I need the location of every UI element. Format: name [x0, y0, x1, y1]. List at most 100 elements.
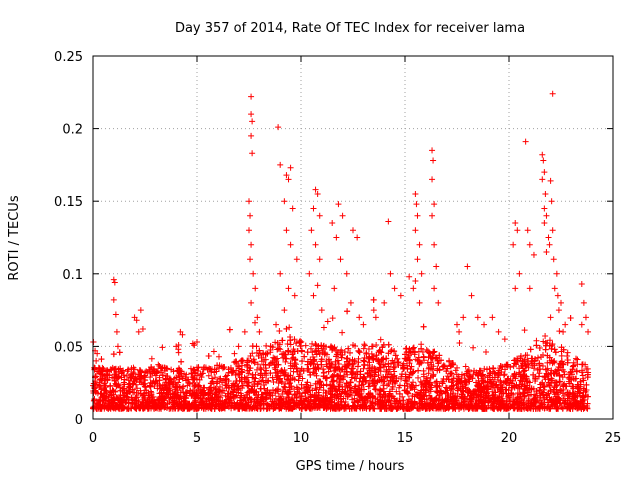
data-point — [338, 398, 345, 405]
data-point — [325, 368, 332, 375]
data-point — [565, 374, 572, 381]
data-point — [341, 369, 348, 376]
data-point — [95, 403, 102, 410]
data-point — [408, 370, 415, 377]
data-point — [415, 374, 422, 381]
data-point — [186, 380, 193, 387]
data-point — [320, 387, 327, 394]
data-point — [180, 383, 187, 390]
data-point — [398, 375, 405, 382]
data-point — [567, 315, 574, 322]
data-point — [369, 363, 376, 370]
data-point — [318, 342, 325, 349]
data-point — [106, 372, 113, 379]
data-point — [298, 400, 305, 407]
data-point — [156, 390, 163, 397]
data-point — [145, 405, 152, 412]
data-point — [453, 381, 460, 388]
data-point — [255, 353, 262, 360]
data-point — [556, 371, 563, 378]
data-point — [373, 352, 380, 359]
data-point — [376, 402, 383, 409]
data-point — [377, 405, 384, 412]
data-point — [406, 374, 413, 381]
data-point — [192, 391, 199, 398]
data-point — [222, 399, 229, 406]
data-point — [584, 400, 591, 407]
data-point — [90, 389, 97, 396]
data-point — [134, 385, 141, 392]
data-point — [221, 377, 228, 384]
data-point — [521, 382, 528, 389]
data-point — [399, 393, 406, 400]
data-point — [491, 374, 498, 381]
data-point — [245, 388, 252, 395]
data-point — [259, 393, 266, 400]
data-point — [559, 374, 566, 381]
data-point — [148, 355, 155, 362]
data-point — [576, 389, 583, 396]
data-point — [540, 338, 547, 345]
data-point — [296, 338, 303, 345]
data-point — [251, 359, 258, 366]
data-point — [258, 394, 265, 401]
data-point — [418, 345, 425, 352]
data-point — [347, 349, 354, 356]
data-point — [323, 405, 330, 412]
data-point — [351, 399, 358, 406]
data-point — [105, 402, 112, 409]
data-point — [546, 381, 553, 388]
data-point — [99, 368, 106, 375]
data-point — [261, 385, 268, 392]
data-point — [140, 394, 147, 401]
data-point — [405, 349, 412, 356]
data-point — [331, 345, 338, 352]
data-point — [580, 392, 587, 399]
data-point — [393, 375, 400, 382]
data-point — [169, 381, 176, 388]
data-point — [281, 372, 288, 379]
data-point — [369, 377, 376, 384]
data-point — [542, 346, 549, 353]
data-point — [475, 403, 482, 410]
data-point — [104, 376, 111, 383]
data-point — [201, 384, 208, 391]
data-point — [490, 394, 497, 401]
data-point — [388, 405, 395, 412]
data-point — [201, 364, 208, 371]
data-point — [309, 387, 316, 394]
data-point — [432, 401, 439, 408]
data-point — [449, 405, 456, 412]
data-point — [275, 373, 282, 380]
data-point — [167, 376, 174, 383]
data-point — [335, 361, 342, 368]
data-point — [553, 370, 560, 377]
data-point — [377, 336, 384, 343]
data-point — [532, 378, 539, 385]
data-point — [137, 375, 144, 382]
data-point — [170, 368, 177, 375]
data-point — [504, 404, 511, 411]
data-point — [156, 396, 163, 403]
data-points — [90, 90, 592, 412]
data-point — [312, 341, 319, 348]
data-point — [530, 405, 537, 412]
data-point — [268, 403, 275, 410]
data-point — [97, 397, 104, 404]
data-point — [533, 387, 540, 394]
data-point — [266, 362, 273, 369]
data-point — [244, 379, 251, 386]
data-point — [513, 361, 520, 368]
data-point — [213, 389, 220, 396]
data-point — [344, 355, 351, 362]
data-point — [129, 386, 136, 393]
data-point — [551, 358, 558, 365]
data-point — [420, 367, 427, 374]
data-point — [584, 371, 591, 378]
data-point — [110, 351, 117, 358]
data-point — [356, 396, 363, 403]
data-point — [521, 327, 528, 334]
data-point — [225, 366, 232, 373]
data-point — [471, 391, 478, 398]
data-point — [530, 371, 537, 378]
